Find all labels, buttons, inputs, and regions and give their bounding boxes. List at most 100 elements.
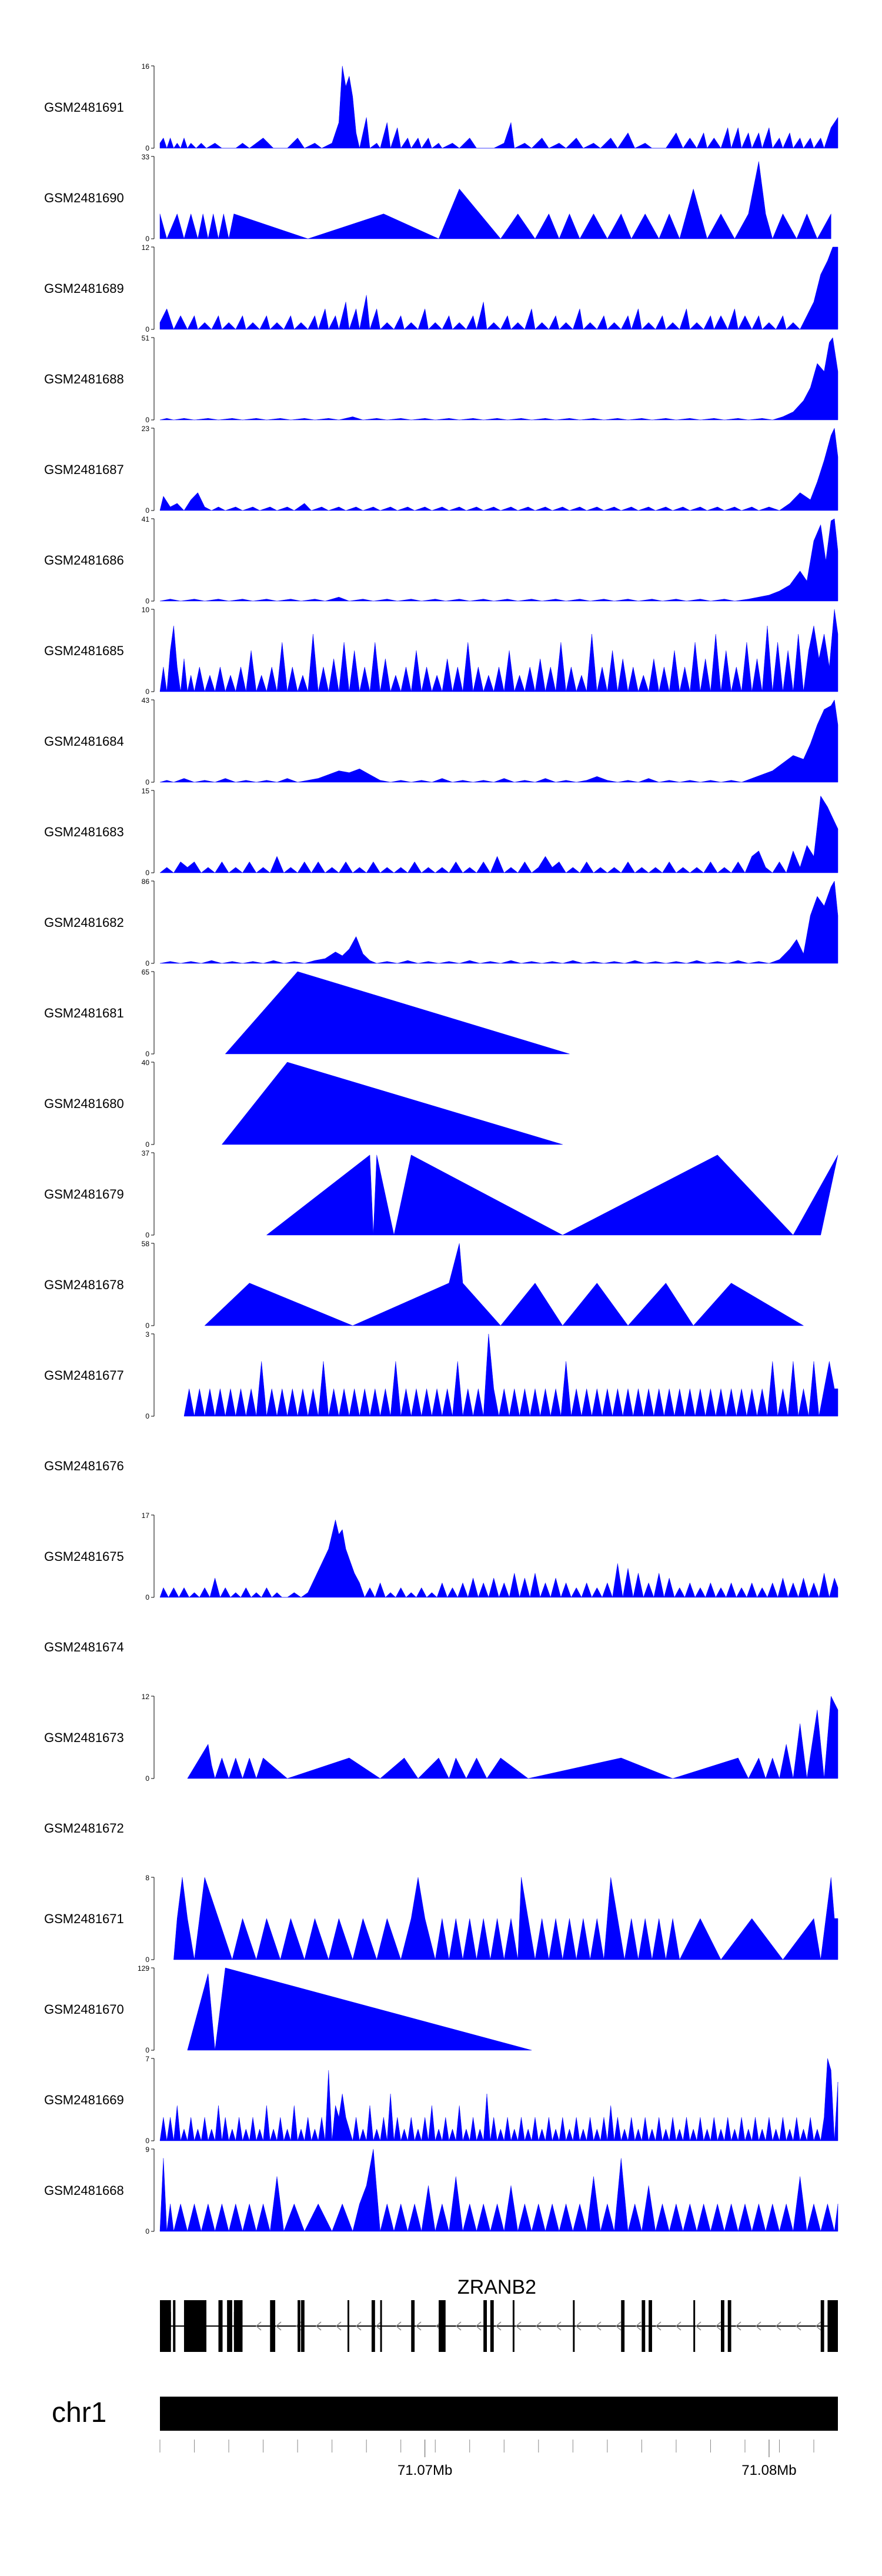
gene-exon xyxy=(483,2300,487,2352)
y-min-label: 0 xyxy=(145,1956,149,1964)
track-label: GSM2481679 xyxy=(44,1187,124,1202)
gene-exon xyxy=(490,2300,494,2352)
y-min-label: 0 xyxy=(145,2137,149,2145)
axis-tick-label: 71.07Mb xyxy=(397,2462,452,2478)
gene-exon xyxy=(573,2300,575,2352)
y-max-label: 65 xyxy=(142,968,150,976)
strand-arrow xyxy=(815,2321,821,2331)
track-label: GSM2481676 xyxy=(44,1459,124,1473)
strand-arrow xyxy=(655,2321,662,2331)
y-max-label: 43 xyxy=(142,696,150,705)
y-max-label: 12 xyxy=(142,1693,150,1701)
gene-exon xyxy=(721,2300,724,2352)
y-min-label: 0 xyxy=(145,416,149,424)
coverage-area xyxy=(266,1154,838,1236)
gene-utr-block xyxy=(827,2312,838,2340)
strand-arrow xyxy=(595,2321,602,2331)
coverage-area xyxy=(225,971,570,1055)
coverage-area xyxy=(159,2148,838,2232)
gene-exon xyxy=(371,2300,375,2352)
strand-arrow xyxy=(635,2321,642,2331)
track-label: GSM2481670 xyxy=(44,2002,124,2017)
y-max-label: 41 xyxy=(142,515,150,523)
gene-exon xyxy=(270,2300,276,2352)
gene-exon xyxy=(439,2300,446,2352)
y-min-label: 0 xyxy=(145,235,149,243)
track-label: GSM2481672 xyxy=(44,1821,124,1836)
track-label: GSM2481689 xyxy=(44,281,124,296)
strand-arrow xyxy=(335,2321,342,2331)
y-min-label: 0 xyxy=(145,325,149,333)
gene-exon xyxy=(621,2300,625,2352)
track-label: GSM2481686 xyxy=(44,553,124,568)
y-max-label: 86 xyxy=(142,877,150,886)
y-min-label: 0 xyxy=(145,144,149,152)
track-label: GSM2481683 xyxy=(44,825,124,839)
y-min-label: 0 xyxy=(145,778,149,786)
y-max-label: 15 xyxy=(142,787,150,795)
gene-exon xyxy=(298,2300,300,2352)
y-min-label: 0 xyxy=(145,1140,149,1149)
strand-arrow xyxy=(575,2321,582,2331)
coverage-area xyxy=(159,337,838,421)
y-max-label: 37 xyxy=(142,1149,150,1157)
y-max-label: 33 xyxy=(142,153,150,161)
y-min-label: 0 xyxy=(145,869,149,877)
y-min-label: 0 xyxy=(145,506,149,515)
coverage-area xyxy=(159,65,838,149)
y-min-label: 0 xyxy=(145,1593,149,1601)
track-label: GSM2481684 xyxy=(44,734,124,749)
strand-arrow xyxy=(755,2321,761,2331)
y-min-label: 0 xyxy=(145,1412,149,1420)
track-label: GSM2481687 xyxy=(44,462,124,477)
coverage-area xyxy=(159,609,838,692)
strand-arrow xyxy=(455,2321,462,2331)
coverage-area xyxy=(204,1243,804,1326)
y-min-label: 0 xyxy=(145,1322,149,1330)
strand-arrow xyxy=(475,2321,482,2331)
coverage-area xyxy=(187,1696,838,1779)
coverage-area xyxy=(159,518,838,602)
track-label: GSM2481688 xyxy=(44,372,124,386)
y-min-label: 0 xyxy=(145,2227,149,2235)
strand-arrow xyxy=(795,2321,801,2331)
track-label: GSM2481681 xyxy=(44,1006,124,1020)
gene-exon xyxy=(512,2300,514,2352)
gene-name: ZRANB2 xyxy=(457,2276,536,2298)
y-max-label: 129 xyxy=(138,1964,149,1973)
gene-exon xyxy=(347,2300,349,2352)
gene-exon xyxy=(227,2300,232,2352)
track-label: GSM2481675 xyxy=(44,1549,124,1564)
y-max-label: 40 xyxy=(142,1059,150,1067)
track-label: GSM2481673 xyxy=(44,1730,124,1745)
strand-arrow xyxy=(675,2321,681,2331)
y-min-label: 0 xyxy=(145,959,149,967)
strand-arrow xyxy=(275,2321,282,2331)
gene-exon xyxy=(693,2300,696,2352)
strand-arrow xyxy=(775,2321,781,2331)
y-min-label: 0 xyxy=(145,597,149,605)
y-min-label: 0 xyxy=(145,1231,149,1239)
strand-arrow xyxy=(375,2321,382,2331)
track-label: GSM2481678 xyxy=(44,1277,124,1292)
y-max-label: 58 xyxy=(142,1240,150,1248)
coverage-area xyxy=(159,161,831,239)
coverage-area xyxy=(187,1967,532,2051)
strand-arrow xyxy=(355,2321,362,2331)
gene-utr-block xyxy=(233,2312,243,2340)
gene-exon xyxy=(300,2300,305,2352)
coverage-area xyxy=(159,246,838,330)
strand-arrow xyxy=(395,2321,402,2331)
coverage-area xyxy=(159,795,838,873)
track-label: GSM2481671 xyxy=(44,1911,124,1926)
track-label: GSM2481668 xyxy=(44,2183,124,2198)
strand-arrow xyxy=(315,2321,322,2331)
strand-arrow xyxy=(735,2321,741,2331)
y-max-label: 16 xyxy=(142,62,150,71)
y-max-label: 7 xyxy=(145,2055,149,2063)
strand-arrow xyxy=(515,2321,522,2331)
gene-exon xyxy=(380,2300,382,2352)
coverage-area xyxy=(159,2058,838,2141)
strand-arrow xyxy=(495,2321,502,2331)
